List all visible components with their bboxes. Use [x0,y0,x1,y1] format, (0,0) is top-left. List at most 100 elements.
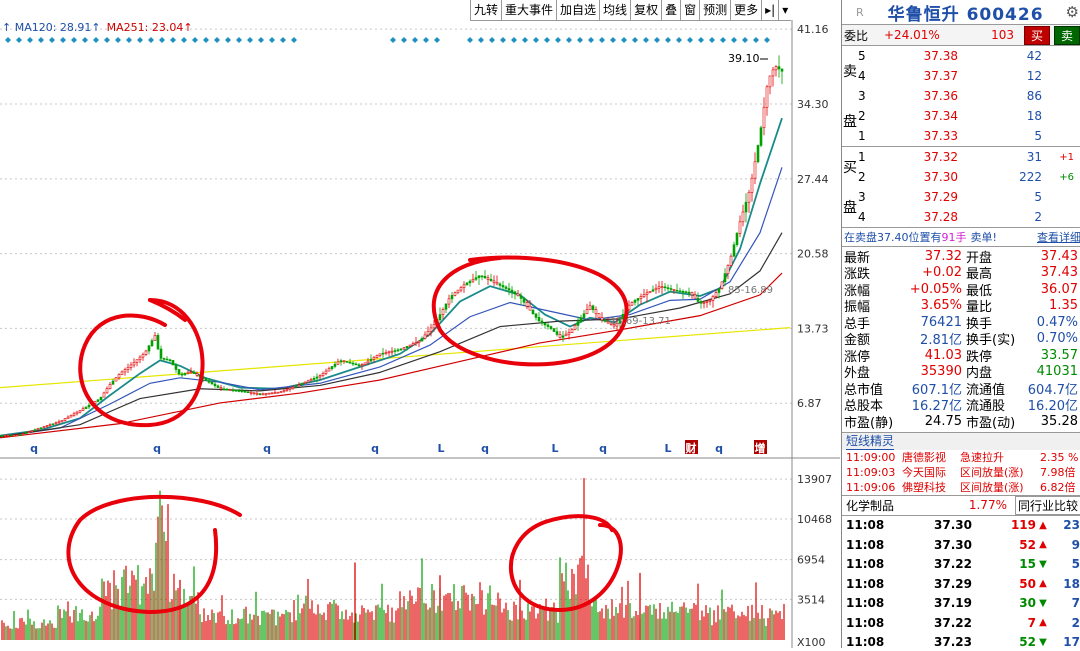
toolbar-button[interactable]: 更多 [730,0,761,20]
stat-label-2: 最高 [966,267,993,283]
gear-icon[interactable]: ⚙ [1065,3,1079,21]
stat-value: +0.02 [922,265,962,281]
toolbar-button[interactable]: 加自选 [556,0,599,20]
tick-count: 2 [1071,615,1080,630]
toolbar-button[interactable]: ▸| [761,0,778,20]
event-marker[interactable]: q [263,442,271,455]
sell-row[interactable]: 4 37.37 12 [858,66,1080,86]
candle-body [702,302,706,304]
event-marker[interactable]: q [599,442,607,455]
sell-row[interactable]: 1 37.33 5 [858,126,1080,146]
industry-compare[interactable]: 同行业比较 [1014,495,1080,515]
toolbar-button[interactable]: ▾ [778,0,791,20]
candle-body [576,321,580,326]
candle-body [759,127,763,146]
candle-body [762,106,766,129]
event-marker-box[interactable] [754,440,767,454]
event-marker-box[interactable] [685,440,698,454]
candle-body [69,415,73,418]
event-marker[interactable]: q [481,442,489,455]
candle-body [459,287,463,291]
signal-diamond [687,37,693,43]
sell-row[interactable]: 2 37.34 18 [858,106,1080,126]
chart-svg[interactable]: 41.16 34.30 27.44 20.58 13.73 6.87 13907 10468 6… [0,0,840,649]
candle-body [438,314,442,321]
stat-label: 振幅 [844,300,871,316]
ma-legend: ↑ MA120: 28.91↑ MA251: 23.04↑ [2,21,199,34]
big-order-alert[interactable]: 在卖盘37.40位置有 91手 卖单! 查看详细 [842,227,1080,246]
sprite-row[interactable]: 11:09:03 今天国际 区间放量(涨) 7.98倍 [842,465,1080,480]
tick-volume: 52 [1019,537,1036,552]
chart-area[interactable]: 41.16 34.30 27.44 20.58 13.73 6.87 13907 10468 6… [0,0,840,649]
buy-row[interactable]: 2 37.30 222 +6 [858,167,1080,187]
sprite-row[interactable]: 11:09:06 佛塑科技 区间放量(涨) 6.82倍 [842,480,1080,495]
ma-line [0,167,783,438]
sprite-value: 7.98倍 [1040,466,1076,479]
toolbar-button[interactable]: 叠 [661,0,680,20]
toolbar-button[interactable]: 窗 [680,0,699,20]
sprite-title[interactable]: 短线精灵 [846,434,895,450]
buy-row[interactable]: 3 37.29 5 [858,187,1080,207]
event-marker[interactable]: q [30,442,38,455]
tick-count: 7 [1071,596,1080,611]
signal-diamond [269,37,275,43]
candle-body [765,86,769,108]
candle-body [30,430,34,432]
candle-body [141,354,145,358]
sell-row[interactable]: 3 37.36 86 [858,86,1080,106]
candle-body [390,350,394,353]
signal-diamond [60,37,66,43]
event-marker[interactable]: 财 [685,441,697,455]
candle-body [753,161,757,179]
candle-body [480,275,484,278]
toolbar-button[interactable]: 九转 [470,0,501,20]
industry-name[interactable]: 化学制品 [846,498,895,513]
sell-button[interactable]: 卖 [1054,25,1080,45]
stat-value: 76421 [920,314,962,330]
candle-body [693,294,697,299]
sell-row[interactable]: 5 37.38 42 [858,46,1080,66]
event-marker[interactable]: 增 [755,441,766,455]
candle-body [129,364,133,368]
event-marker[interactable]: q [153,442,161,455]
candle-body [447,298,451,305]
candle-body [384,352,388,354]
sprite-row[interactable]: 11:09:00 唐德影视 急速拉升 2.35 % [842,450,1080,465]
sell-side-char: 卖 [843,64,857,80]
stat-label-2: 市盈(动) [966,415,1016,431]
toolbar-button[interactable]: 复权 [630,0,661,20]
candle-body [708,300,712,302]
event-marker[interactable]: q [715,442,723,455]
sell-level: 3 [858,89,866,103]
candle-body [48,424,52,427]
stat-label-2: 换手(实) [966,333,1016,349]
hand-drawn-circle [509,514,623,613]
candle-body [498,283,502,286]
candle-body [738,221,742,234]
event-marker[interactable]: L [437,442,444,455]
candle-body [87,404,91,408]
candle-body [684,291,688,294]
event-marker[interactable]: L [664,442,671,455]
signal-diamond [170,37,176,43]
toolbar-button[interactable]: 均线 [599,0,630,20]
candle-body [0,435,4,437]
candle-body [9,434,13,437]
event-marker[interactable]: q [371,442,379,455]
candle-body [282,390,286,392]
stat-label: 总股本 [844,399,884,415]
alert-detail-link[interactable]: 查看详细 [1037,231,1080,244]
candle-body [453,292,457,296]
event-marker[interactable]: L [551,442,558,455]
candle-body [363,362,367,365]
toolbar-button[interactable]: 重大事件 [501,0,556,20]
tick-volume: 119 [1010,518,1036,533]
buy-row[interactable]: 4 37.28 2 [858,207,1080,227]
stat-value: 607.1亿 [911,382,962,398]
candle-body [75,411,79,415]
buy-row[interactable]: 1 37.32 31 +1 [858,147,1080,167]
toolbar-button[interactable]: 预测 [699,0,730,20]
buy-button[interactable]: 买 [1024,25,1051,45]
stat-label: 总手 [844,316,871,332]
